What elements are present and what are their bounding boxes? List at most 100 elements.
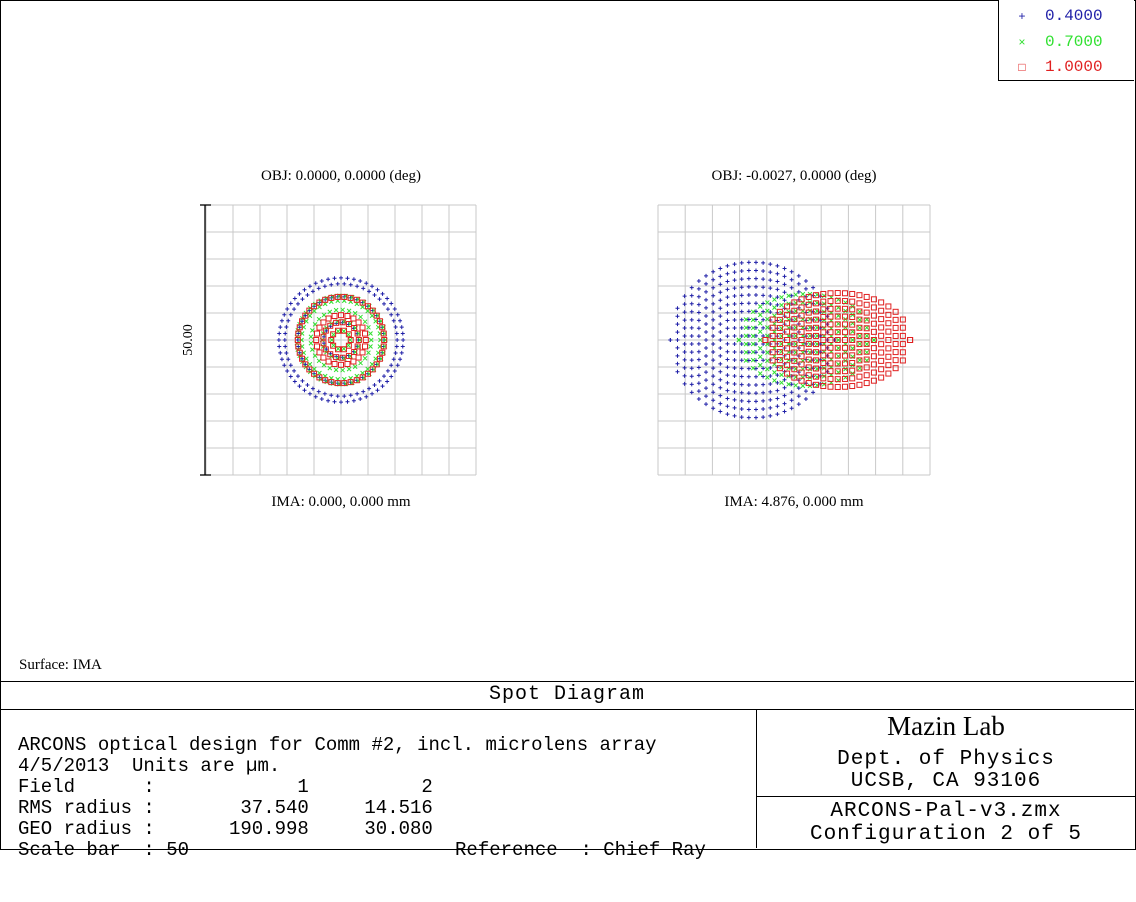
spot-point	[878, 316, 885, 323]
spot-point	[739, 398, 744, 403]
spot-point	[775, 373, 780, 378]
legend-label: 0.7000	[1045, 33, 1103, 51]
spot-point	[836, 353, 841, 359]
spot-point	[295, 328, 301, 333]
spot-point	[359, 299, 366, 306]
spot-point	[718, 282, 723, 287]
spot-point	[779, 294, 784, 300]
spot-point	[322, 391, 327, 396]
spot-point	[696, 310, 701, 315]
spot-point	[398, 318, 403, 323]
spot-point	[892, 308, 899, 315]
spot-point	[329, 337, 335, 343]
spot-point	[784, 328, 791, 335]
lab-address: UCSB, CA 93106	[850, 770, 1042, 793]
spot-point	[711, 366, 716, 371]
spot-point	[309, 347, 315, 353]
field-2-grid	[657, 204, 931, 476]
spot-point	[277, 331, 282, 336]
spot-point	[278, 350, 283, 355]
spot-point	[345, 321, 352, 328]
spot-point	[347, 337, 354, 343]
spot-point	[355, 354, 362, 361]
spot-point	[764, 308, 770, 314]
spot-point	[750, 317, 756, 323]
spot-point	[899, 341, 906, 348]
spot-point	[313, 394, 318, 399]
spot-point	[753, 399, 758, 404]
spot-point	[704, 370, 709, 375]
spot-point	[355, 391, 360, 396]
spot-point	[732, 357, 737, 362]
spot-point	[849, 344, 856, 351]
spot-point	[805, 348, 812, 355]
spot-point	[711, 358, 716, 363]
spot-point	[885, 328, 892, 335]
spot-point	[355, 319, 362, 326]
spot-point	[813, 381, 820, 388]
spot-point	[753, 325, 758, 330]
spot-point	[864, 333, 870, 339]
spot-point	[732, 349, 737, 354]
spot-point	[841, 344, 848, 351]
spot-point	[775, 380, 780, 385]
spot-point	[704, 394, 709, 399]
spot-point	[750, 349, 756, 355]
spot-point	[380, 330, 387, 337]
spot-point	[288, 363, 293, 368]
spot-point	[878, 324, 885, 331]
spot-point	[317, 304, 322, 310]
field-2-obj-label: OBJ: -0.0027, 0.0000 (deg)	[711, 168, 877, 184]
spot-point	[333, 354, 340, 361]
legend-item-3: □ 1.0000	[1013, 56, 1102, 78]
spot-point	[696, 349, 701, 354]
spot-point	[696, 396, 701, 401]
spot-point	[675, 306, 680, 311]
spot-point	[739, 358, 744, 363]
spot-point	[761, 415, 766, 420]
spot-point	[739, 350, 744, 355]
spot-point	[796, 273, 801, 278]
spot-point	[668, 338, 673, 342]
spot-point	[746, 391, 751, 396]
field-1-ima-label: IMA: 0.000, 0.000 mm	[271, 494, 411, 510]
spot-point	[820, 360, 827, 367]
spot-point	[704, 346, 709, 351]
spot-point	[294, 337, 301, 343]
spot-point	[309, 327, 315, 333]
spot-point	[400, 344, 405, 349]
spot-point	[376, 355, 383, 362]
spot-point	[849, 367, 856, 374]
spot-point	[303, 362, 308, 367]
spot-point	[299, 355, 306, 362]
spot-point	[322, 377, 329, 384]
spot-point	[379, 349, 386, 356]
spot-point	[746, 333, 751, 338]
spot-point	[326, 277, 331, 282]
spot-point	[302, 361, 309, 368]
spot-point	[393, 325, 398, 330]
spot-point	[834, 313, 841, 320]
spot-point	[321, 362, 327, 368]
spot-point	[761, 398, 766, 403]
spot-point	[820, 298, 827, 305]
spot-point	[704, 402, 709, 407]
spot-point	[753, 309, 758, 314]
spot-point	[361, 286, 366, 291]
spot-point	[375, 287, 380, 292]
spot-point	[732, 334, 737, 339]
spot-point	[827, 313, 834, 320]
spot-point	[892, 357, 899, 364]
spot-point	[805, 309, 812, 316]
legend-symbol: ×	[1018, 36, 1026, 50]
spot-point	[784, 345, 791, 352]
spot-point	[334, 346, 341, 353]
spot-point	[369, 313, 375, 319]
spot-point	[288, 374, 293, 379]
spot-point	[746, 366, 751, 371]
spot-point	[834, 321, 841, 328]
spot-point	[372, 292, 377, 297]
spot-point	[338, 361, 344, 368]
spot-point	[813, 349, 820, 356]
spot-point	[675, 353, 680, 358]
